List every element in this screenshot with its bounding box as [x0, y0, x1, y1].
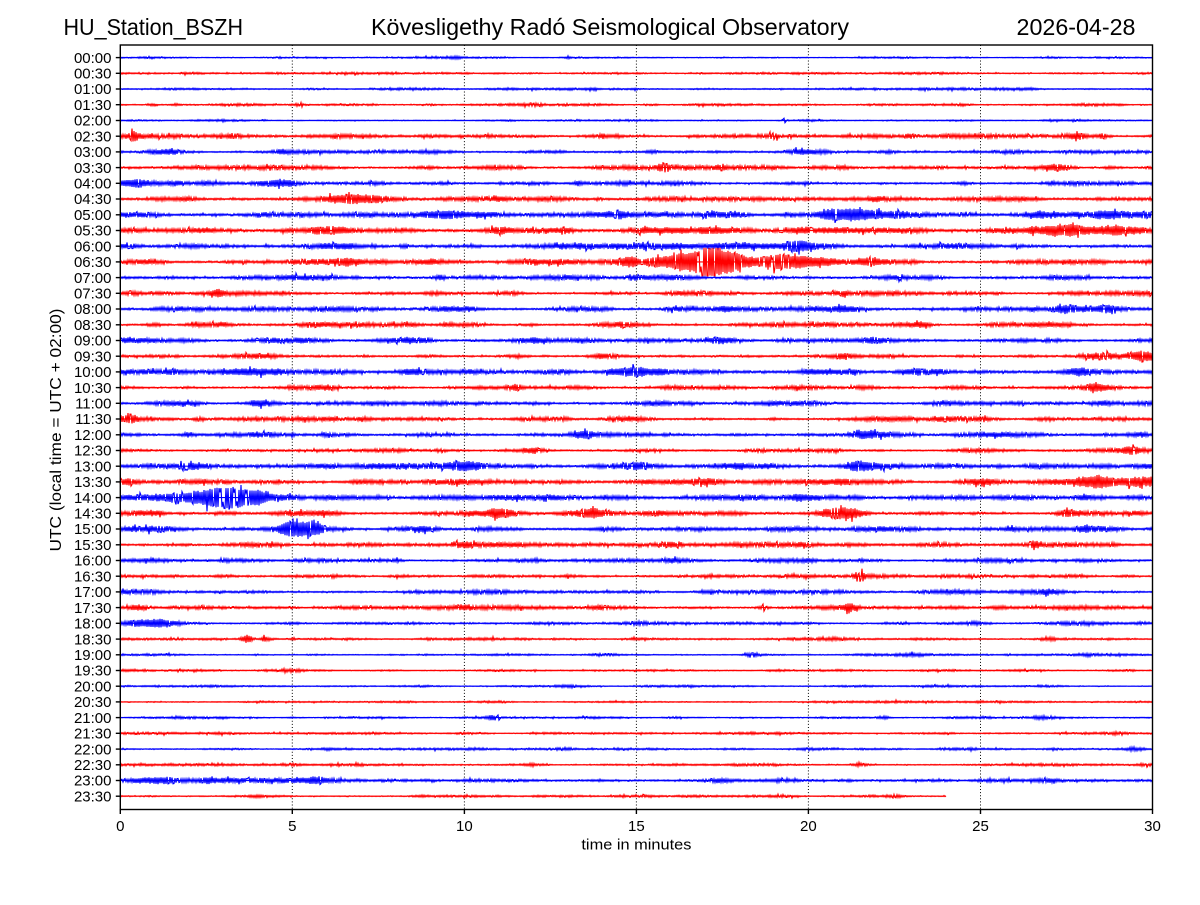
svg-text:2026-04-28: 2026-04-28 [1017, 14, 1136, 40]
svg-text:07:30: 07:30 [74, 286, 112, 303]
svg-text:16:30: 16:30 [74, 568, 112, 585]
svg-text:04:30: 04:30 [74, 191, 112, 208]
svg-text:17:30: 17:30 [74, 600, 112, 617]
svg-text:08:30: 08:30 [74, 317, 112, 334]
svg-text:15: 15 [628, 818, 645, 835]
svg-text:04:00: 04:00 [74, 176, 112, 193]
svg-text:10: 10 [456, 818, 473, 835]
svg-text:07:00: 07:00 [74, 270, 112, 287]
svg-text:12:00: 12:00 [74, 427, 112, 444]
svg-text:UTC (local time = UTC + 02:00): UTC (local time = UTC + 02:00) [48, 309, 65, 552]
svg-text:21:30: 21:30 [74, 726, 112, 743]
svg-text:30: 30 [1144, 818, 1161, 835]
svg-text:08:00: 08:00 [74, 301, 112, 318]
svg-text:06:30: 06:30 [74, 254, 112, 271]
svg-text:23:30: 23:30 [74, 788, 112, 805]
svg-text:09:00: 09:00 [74, 333, 112, 350]
svg-text:20:30: 20:30 [74, 694, 112, 711]
svg-text:21:00: 21:00 [74, 710, 112, 727]
svg-text:15:00: 15:00 [74, 521, 112, 538]
svg-text:19:00: 19:00 [74, 647, 112, 664]
svg-text:05:00: 05:00 [74, 207, 112, 224]
svg-text:09:30: 09:30 [74, 348, 112, 365]
svg-text:17:00: 17:00 [74, 584, 112, 601]
svg-text:14:00: 14:00 [74, 490, 112, 507]
svg-text:HU_Station_BSZH: HU_Station_BSZH [64, 14, 244, 40]
svg-text:20:00: 20:00 [74, 678, 112, 695]
svg-text:01:00: 01:00 [74, 81, 112, 98]
svg-text:00:30: 00:30 [74, 66, 112, 83]
svg-text:time in minutes: time in minutes [581, 837, 691, 854]
svg-text:02:30: 02:30 [74, 128, 112, 145]
svg-text:06:00: 06:00 [74, 238, 112, 255]
svg-text:13:00: 13:00 [74, 458, 112, 475]
svg-text:11:30: 11:30 [75, 411, 111, 428]
svg-text:18:00: 18:00 [74, 616, 112, 633]
svg-text:23:00: 23:00 [74, 773, 112, 790]
svg-text:25: 25 [972, 818, 989, 835]
svg-text:01:30: 01:30 [74, 97, 112, 114]
svg-text:0: 0 [116, 818, 124, 835]
svg-text:14:30: 14:30 [74, 506, 112, 523]
svg-text:00:00: 00:00 [74, 50, 112, 67]
svg-text:19:30: 19:30 [74, 663, 112, 680]
svg-text:20: 20 [800, 818, 817, 835]
svg-text:12:30: 12:30 [74, 443, 112, 460]
svg-text:13:30: 13:30 [74, 474, 112, 491]
svg-text:16:00: 16:00 [74, 553, 112, 570]
svg-text:15:30: 15:30 [74, 537, 112, 554]
svg-text:22:00: 22:00 [74, 741, 112, 758]
svg-text:10:30: 10:30 [74, 380, 112, 397]
svg-text:03:00: 03:00 [74, 144, 112, 161]
svg-text:5: 5 [288, 818, 296, 835]
svg-text:10:00: 10:00 [74, 364, 112, 381]
svg-text:02:00: 02:00 [74, 113, 112, 130]
svg-text:18:30: 18:30 [74, 631, 112, 648]
svg-text:Kövesligethy Radó Seismologica: Kövesligethy Radó Seismological Observat… [371, 14, 849, 40]
svg-text:22:30: 22:30 [74, 757, 112, 774]
svg-text:05:30: 05:30 [74, 223, 112, 240]
svg-text:03:30: 03:30 [74, 160, 112, 177]
svg-text:11:00: 11:00 [75, 396, 111, 413]
